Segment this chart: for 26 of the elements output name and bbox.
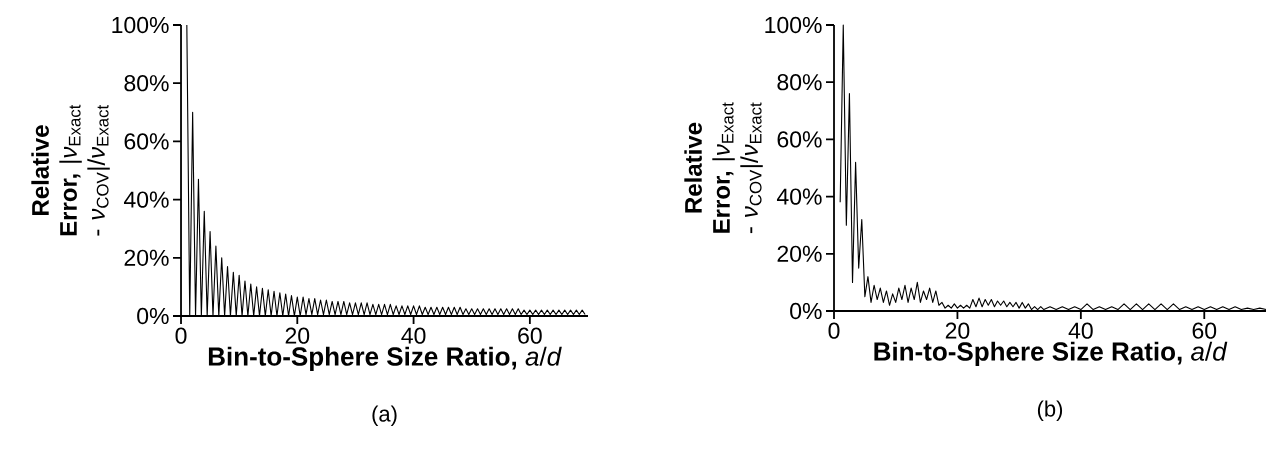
y-tick-label: 60% — [777, 131, 822, 148]
text: (b) — [1037, 400, 1063, 422]
y-tick-label: 0% — [137, 307, 169, 325]
text: Relative Error, |ν$_{Exact}$ - ν$_{COV}$|/ν$_{Exact}$ — [684, 102, 763, 234]
y-tick-label: 20% — [777, 245, 822, 262]
y-tick-label: 40% — [776, 188, 822, 205]
y-tick-label: 60% — [124, 133, 169, 150]
x-axis-title: Bin-to-Sphere Size Ratio, a/d — [208, 346, 562, 371]
x-tick-label: 40 — [401, 327, 426, 344]
x-tick-label: 20 — [945, 322, 970, 339]
x-tick-label: 20 — [285, 327, 310, 344]
x-axis-title: Bin-to-Sphere Size Ratio, a/d — [874, 341, 1228, 366]
x-tick-label: 60 — [518, 327, 542, 344]
y-tick-label: 80% — [777, 74, 822, 91]
text: (a) — [372, 405, 397, 427]
y-tick-label: 80% — [124, 75, 169, 92]
x-tick-label: 0 — [828, 322, 840, 339]
y-tick-label: 20% — [124, 249, 169, 266]
text: Relative Error, |ν$_{Exact}$ - ν$_{COV}$|/ν$_{Exact}$ — [31, 104, 110, 236]
x-tick-label: 40 — [1068, 322, 1093, 339]
y-tick-label: 0% — [790, 302, 822, 320]
x-tick-label: 0 — [175, 327, 187, 344]
y-tick-label: 40% — [123, 191, 169, 208]
y-tick-label: 100% — [112, 16, 169, 34]
y-tick-label: 100% — [765, 16, 822, 34]
x-tick-label: 60 — [1192, 322, 1217, 339]
